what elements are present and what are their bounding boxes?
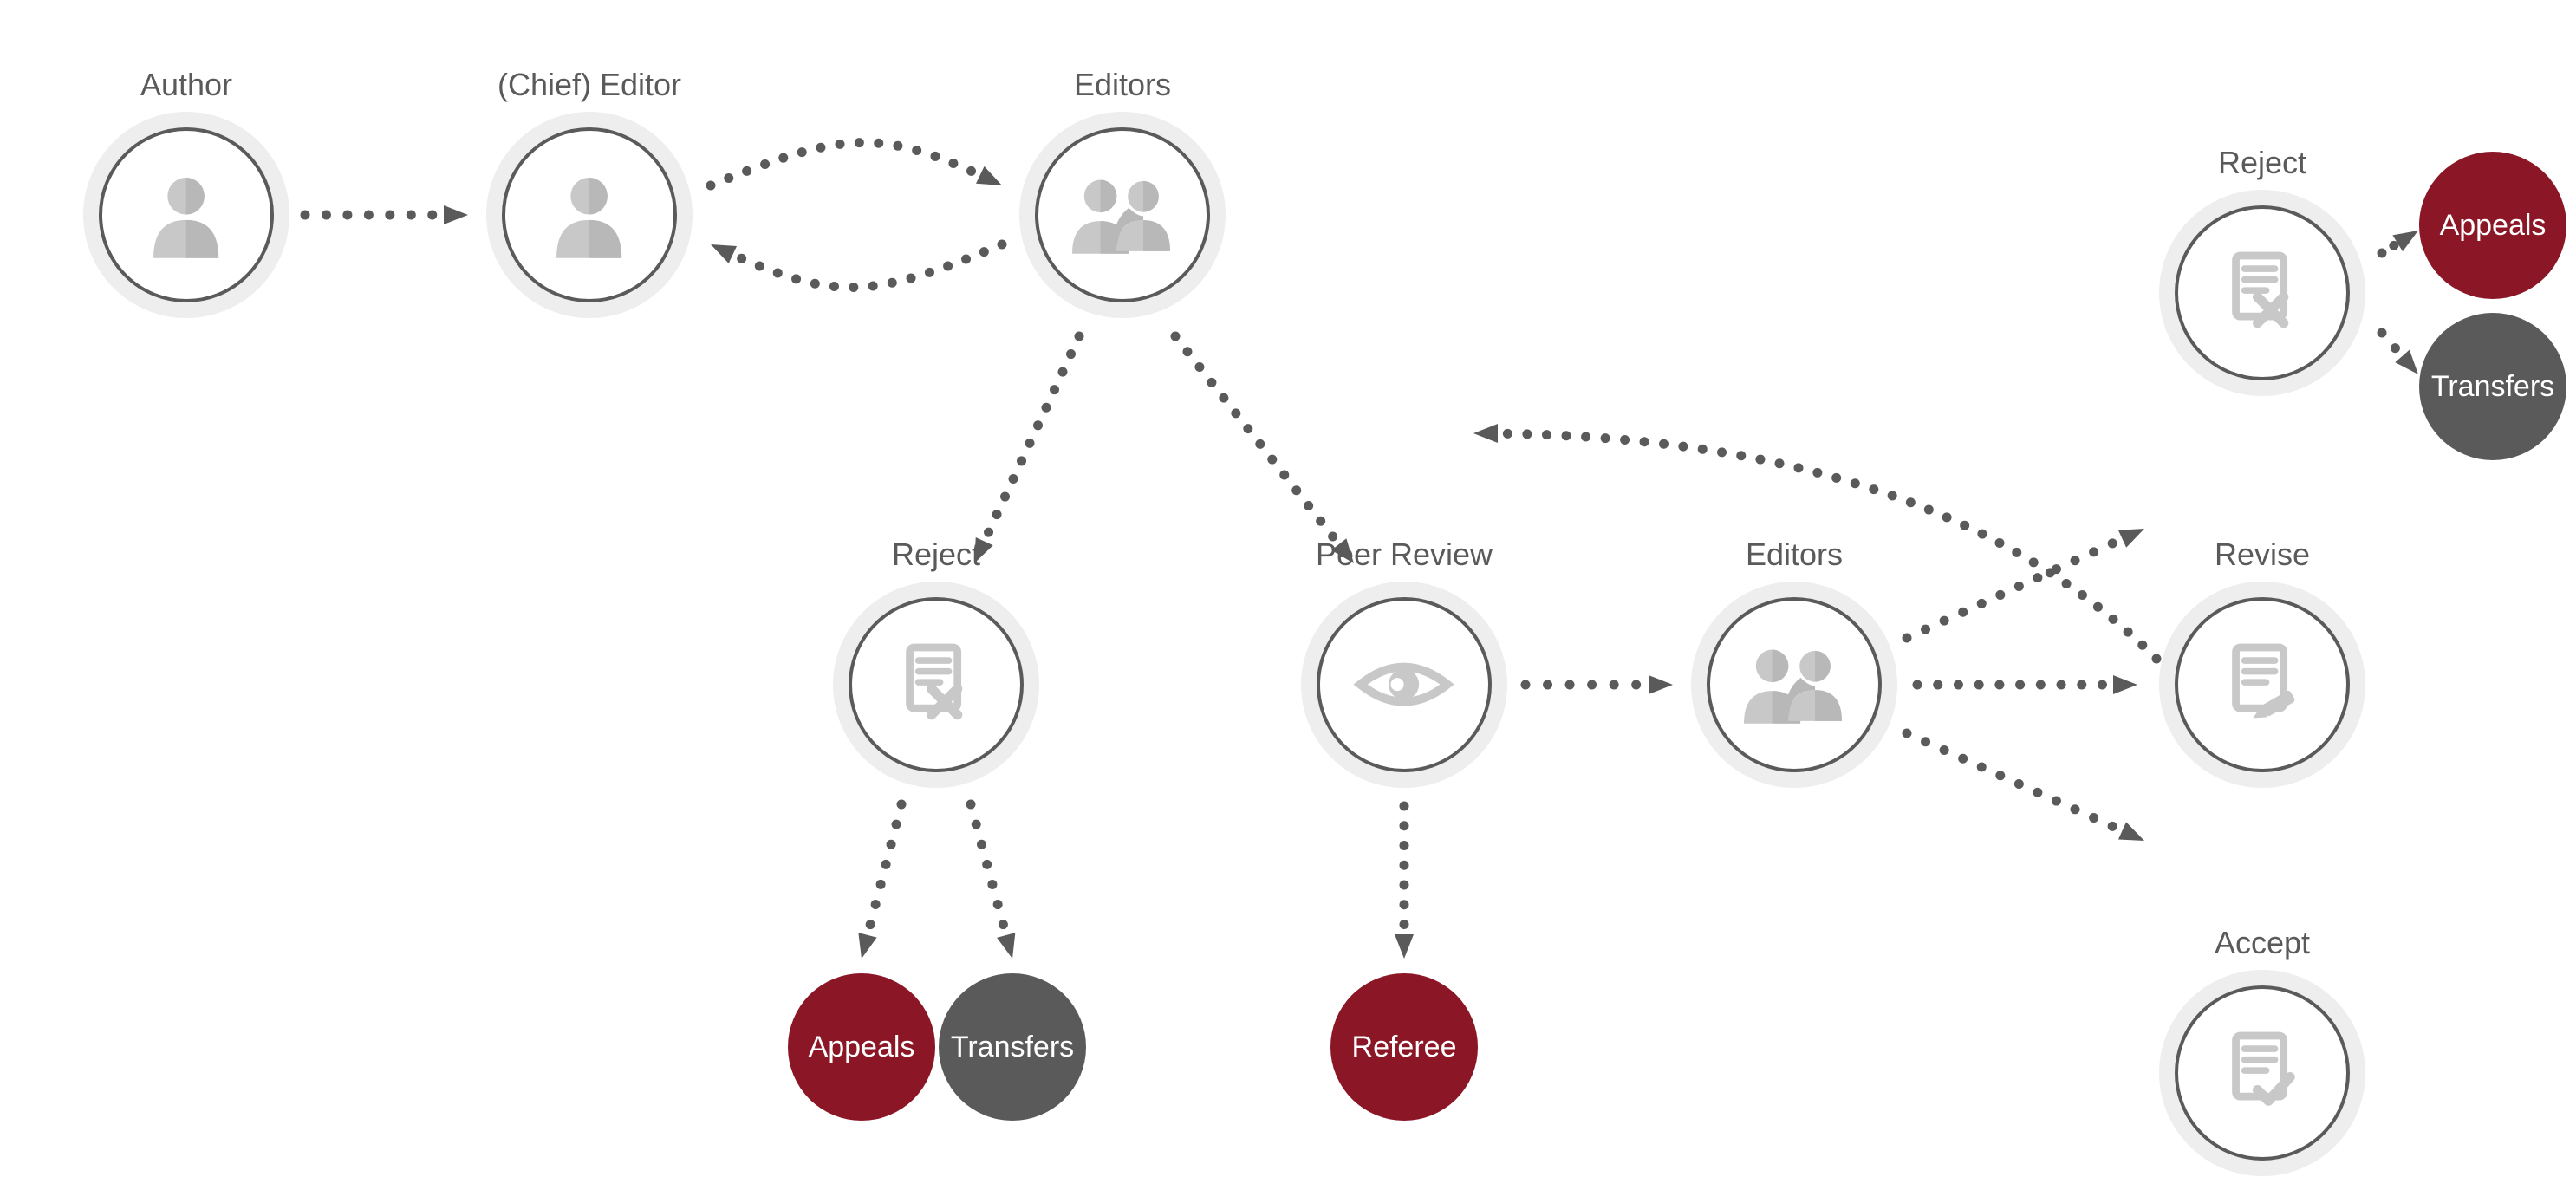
eye-icon: [1350, 630, 1458, 738]
badge-appeals1: Appeals: [788, 973, 935, 1121]
node-editors1: [1019, 112, 1226, 318]
label-revise: Revise: [2215, 536, 2310, 573]
label-author: Author: [140, 67, 232, 103]
people-pair-icon: [1740, 630, 1848, 738]
label-reject1: Reject: [892, 536, 980, 573]
doc-pen-icon: [2208, 630, 2316, 738]
label-accept: Accept: [2215, 925, 2310, 961]
node-author: [83, 112, 289, 318]
node-reject2: [2159, 190, 2365, 396]
badge-transfers1: Transfers: [939, 973, 1086, 1121]
node-chiefeditor: [486, 112, 693, 318]
node-editors2: [1691, 582, 1897, 788]
node-peerreview: [1301, 582, 1507, 788]
label-editors2: Editors: [1746, 536, 1843, 573]
label-reject2: Reject: [2218, 145, 2306, 181]
label-chiefeditor: (Chief) Editor: [498, 67, 681, 103]
people-pair-icon: [1068, 160, 1176, 269]
label-peerreview: Peer Review: [1316, 536, 1493, 573]
badge-referee: Referee: [1330, 973, 1478, 1121]
badge-appeals2: Appeals: [2419, 152, 2566, 299]
node-revise: [2159, 582, 2365, 788]
person-single-icon: [132, 160, 240, 269]
doc-check-icon: [2208, 1018, 2316, 1127]
person-single-icon: [535, 160, 643, 269]
doc-x-icon: [881, 630, 990, 738]
label-editors1: Editors: [1074, 67, 1171, 103]
badge-transfers2: Transfers: [2419, 313, 2566, 460]
doc-x-icon: [2208, 238, 2316, 347]
node-accept: [2159, 970, 2365, 1176]
node-reject1: [833, 582, 1039, 788]
